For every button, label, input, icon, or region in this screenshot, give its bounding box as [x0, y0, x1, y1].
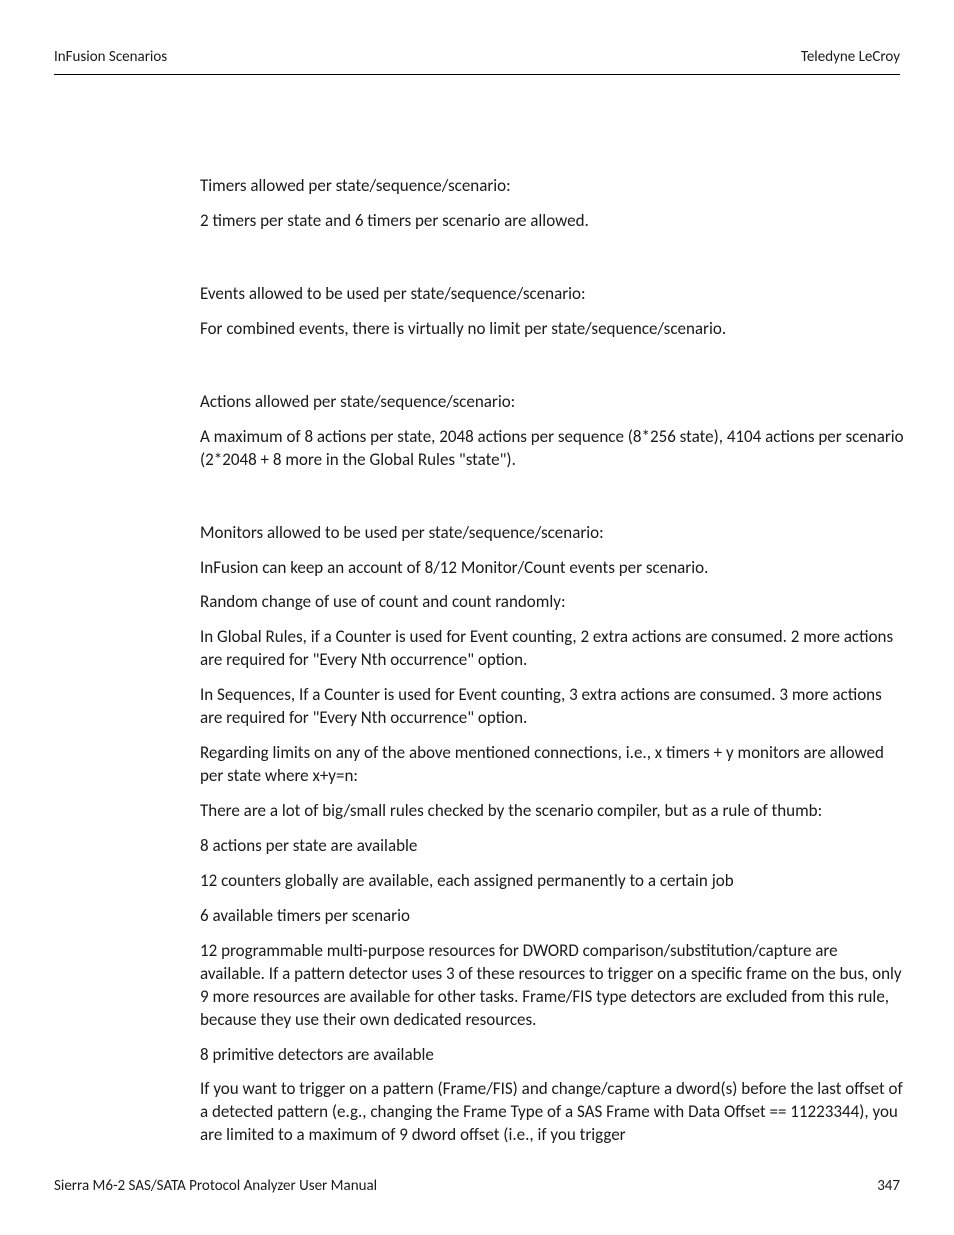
body-text: 12 programmable multi-purpose resources … [200, 940, 904, 1032]
body-text: Timers allowed per state/sequence/scenar… [200, 175, 904, 198]
body-text: Regarding limits on any of the above men… [200, 742, 904, 788]
page-header: InFusion Scenarios Teledyne LeCroy [54, 48, 900, 75]
body-text: If you want to trigger on a pattern (Fra… [200, 1078, 904, 1147]
footer-page-number: 347 [877, 1177, 900, 1195]
page-body: Timers allowed per state/sequence/scenar… [54, 75, 904, 1147]
footer-left: Sierra M6-2 SAS/SATA Protocol Analyzer U… [54, 1177, 377, 1195]
body-text: There are a lot of big/small rules check… [200, 800, 904, 823]
spacer [200, 484, 904, 522]
body-text: 2 timers per state and 6 timers per scen… [200, 210, 904, 233]
document-page: InFusion Scenarios Teledyne LeCroy Timer… [0, 0, 954, 1235]
spacer [200, 353, 904, 391]
body-text: In Sequences, If a Counter is used for E… [200, 684, 904, 730]
body-text: 8 primitive detectors are available [200, 1044, 904, 1067]
body-text: 8 actions per state are available [200, 835, 904, 858]
body-text: In Global Rules, if a Counter is used fo… [200, 626, 904, 672]
spacer [200, 245, 904, 283]
header-right: Teledyne LeCroy [801, 48, 900, 66]
body-text: Monitors allowed to be used per state/se… [200, 522, 904, 545]
body-text: For combined events, there is virtually … [200, 318, 904, 341]
header-left: InFusion Scenarios [54, 48, 167, 66]
body-text: InFusion can keep an account of 8/12 Mon… [200, 557, 904, 580]
body-text: Actions allowed per state/sequence/scena… [200, 391, 904, 414]
body-text: Random change of use of count and count … [200, 591, 904, 614]
page-footer: Sierra M6-2 SAS/SATA Protocol Analyzer U… [54, 1177, 900, 1195]
body-text: 12 counters globally are available, each… [200, 870, 904, 893]
body-text: A maximum of 8 actions per state, 2048 a… [200, 426, 904, 472]
body-text: Events allowed to be used per state/sequ… [200, 283, 904, 306]
body-text: 6 available timers per scenario [200, 905, 904, 928]
